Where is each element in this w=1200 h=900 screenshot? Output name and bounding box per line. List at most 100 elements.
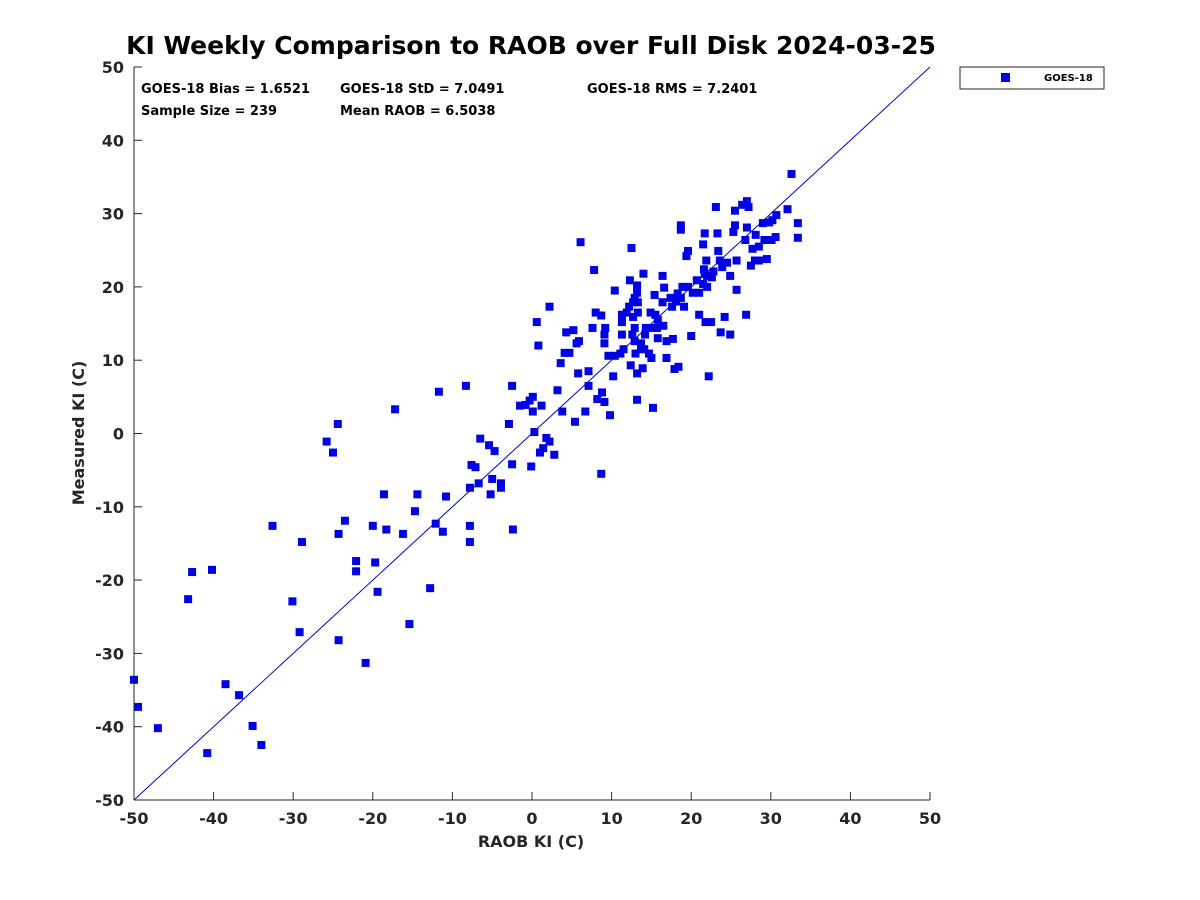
data-point xyxy=(465,483,474,492)
data-point xyxy=(600,397,609,406)
x-tick-label: 30 xyxy=(760,809,782,828)
data-point xyxy=(630,323,639,332)
data-point xyxy=(641,330,650,339)
data-point xyxy=(550,450,559,459)
y-tick-label: 50 xyxy=(102,58,124,77)
data-point xyxy=(600,330,609,339)
data-point xyxy=(562,328,571,337)
data-point xyxy=(742,197,751,206)
data-point xyxy=(695,288,704,297)
legend: GOES-18 xyxy=(959,66,1105,90)
stat-mean-raob: Mean RAOB = 6.5038 xyxy=(340,104,495,119)
data-point xyxy=(754,242,763,251)
data-point xyxy=(604,351,613,360)
data-point xyxy=(674,362,683,371)
stat-bias: GOES-18 Bias = 1.6521 xyxy=(141,82,310,97)
data-point xyxy=(504,419,513,428)
data-point xyxy=(762,255,771,264)
data-point xyxy=(352,557,361,566)
data-point xyxy=(616,349,625,358)
data-point xyxy=(288,597,297,606)
data-point xyxy=(746,261,755,270)
data-point xyxy=(626,361,635,370)
data-point xyxy=(471,463,480,472)
data-point xyxy=(678,282,687,291)
data-point xyxy=(153,724,162,733)
data-point xyxy=(609,372,618,381)
data-point xyxy=(633,281,642,290)
data-point xyxy=(628,330,637,339)
y-axis-label: Measured KI (C) xyxy=(69,361,88,506)
data-point xyxy=(682,252,691,261)
data-point xyxy=(707,273,716,282)
data-point xyxy=(666,293,675,302)
data-point xyxy=(653,334,662,343)
data-point xyxy=(581,407,590,416)
data-point xyxy=(648,323,657,332)
data-point xyxy=(485,441,494,450)
data-point xyxy=(569,326,578,335)
data-point xyxy=(711,203,720,212)
legend-box xyxy=(959,66,1105,90)
data-point xyxy=(716,328,725,337)
data-point xyxy=(617,318,626,327)
data-point xyxy=(235,691,244,700)
x-tick-label: 0 xyxy=(526,809,537,828)
data-point xyxy=(591,308,600,317)
data-point xyxy=(474,479,483,488)
data-point xyxy=(707,318,716,327)
data-point xyxy=(188,568,197,577)
data-point xyxy=(556,359,565,368)
data-point xyxy=(629,312,638,321)
data-point xyxy=(699,240,708,249)
data-point xyxy=(622,308,631,317)
data-point xyxy=(438,527,447,536)
data-point xyxy=(641,323,650,332)
data-point xyxy=(527,462,536,471)
data-point xyxy=(371,558,380,567)
data-point xyxy=(553,386,562,395)
data-point xyxy=(639,269,648,278)
data-point xyxy=(496,479,505,488)
data-point xyxy=(496,483,505,492)
data-point xyxy=(434,387,443,396)
data-point xyxy=(701,318,710,327)
data-point xyxy=(203,749,212,758)
data-point xyxy=(668,302,677,311)
data-point xyxy=(560,348,569,357)
data-point xyxy=(257,741,266,750)
data-point xyxy=(640,345,649,354)
data-point xyxy=(648,403,657,412)
data-point xyxy=(405,620,414,629)
data-point xyxy=(645,349,654,358)
data-point xyxy=(476,434,485,443)
data-point xyxy=(720,312,729,321)
data-point xyxy=(528,392,537,401)
data-point xyxy=(673,289,682,298)
data-point xyxy=(629,298,638,307)
data-point xyxy=(676,225,685,234)
x-tick-label: 10 xyxy=(600,809,622,828)
data-point xyxy=(787,170,796,179)
data-point xyxy=(584,381,593,390)
data-point xyxy=(588,323,597,332)
data-point xyxy=(322,437,331,446)
data-point xyxy=(208,565,217,574)
data-point xyxy=(610,351,619,360)
data-point xyxy=(570,417,579,426)
data-point xyxy=(545,302,554,311)
data-point xyxy=(751,230,760,239)
data-point xyxy=(528,407,537,416)
x-axis-ticks: -50 -40 -30 -20 -10 0 10 20 30 40 50 xyxy=(120,792,941,828)
data-point xyxy=(619,345,628,354)
data-point xyxy=(268,521,277,530)
data-point xyxy=(637,339,646,348)
data-point xyxy=(379,490,388,499)
y-tick-label: 20 xyxy=(102,278,124,297)
data-point xyxy=(676,221,685,230)
y-tick-label: 30 xyxy=(102,205,124,224)
data-point xyxy=(748,244,757,253)
data-point xyxy=(593,395,602,404)
data-point xyxy=(574,337,583,346)
